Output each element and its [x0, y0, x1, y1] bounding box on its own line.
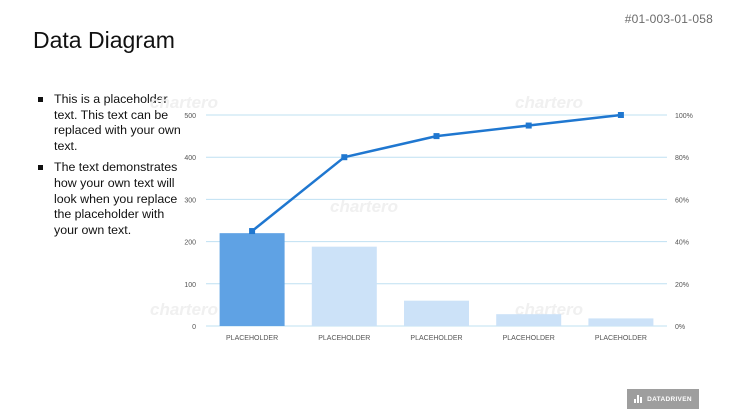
y2-tick-label: 40% [675, 240, 689, 247]
bar [496, 314, 562, 326]
bullet-item: This is a placeholder text. This text ca… [37, 92, 187, 154]
bullet-text: The text demonstrates how your own text … [54, 160, 178, 237]
y2-tick-label: 60% [675, 197, 689, 204]
y2-tick-label: 20% [675, 282, 689, 289]
x-tick-label: PLACEHOLDER [410, 335, 462, 342]
y2-tick-label: 0% [675, 324, 685, 331]
bullet-square-icon [38, 97, 43, 102]
line-point [433, 133, 440, 140]
watermark-text: chartero [515, 93, 583, 112]
bullet-text: This is a placeholder text. This text ca… [54, 92, 181, 153]
bar [311, 246, 377, 326]
y-tick-label: 300 [184, 197, 196, 204]
slide-id: #01-003-01-058 [624, 12, 713, 26]
page-title: Data Diagram [33, 27, 175, 53]
x-tick-label: PLACEHOLDER [318, 335, 370, 342]
line-point [525, 122, 532, 129]
bullet-item: The text demonstrates how your own text … [37, 160, 187, 238]
y-tick-label: 400 [184, 155, 196, 162]
bar-chart-icon [634, 395, 643, 403]
x-tick-label: PLACEHOLDER [226, 335, 278, 342]
watermark-text: chartero [150, 300, 218, 319]
x-tick-label: PLACEHOLDER [595, 335, 647, 342]
y-tick-label: 100 [184, 282, 196, 289]
datadriven-logo: DATADRIVEN [627, 389, 699, 409]
line-point [617, 112, 624, 118]
bar [588, 318, 654, 326]
y2-tick-label: 100% [675, 113, 693, 120]
bullet-list: This is a placeholder text. This text ca… [37, 92, 187, 244]
y-tick-label: 0 [192, 324, 196, 331]
bullet-square-icon [38, 165, 43, 171]
logo-label: DATADRIVEN [647, 395, 692, 403]
watermark-text: chartero [330, 197, 398, 216]
line-point [341, 154, 348, 161]
x-tick-label: PLACEHOLDER [503, 335, 555, 342]
watermark-text: chartero [150, 93, 218, 112]
cumulative-line [251, 113, 622, 233]
y-tick-label: 200 [184, 240, 196, 247]
line-point [249, 228, 256, 235]
y2-tick-label: 80% [675, 155, 689, 162]
y-tick-label: 500 [184, 113, 196, 120]
bar [404, 300, 469, 326]
bar [219, 233, 285, 326]
